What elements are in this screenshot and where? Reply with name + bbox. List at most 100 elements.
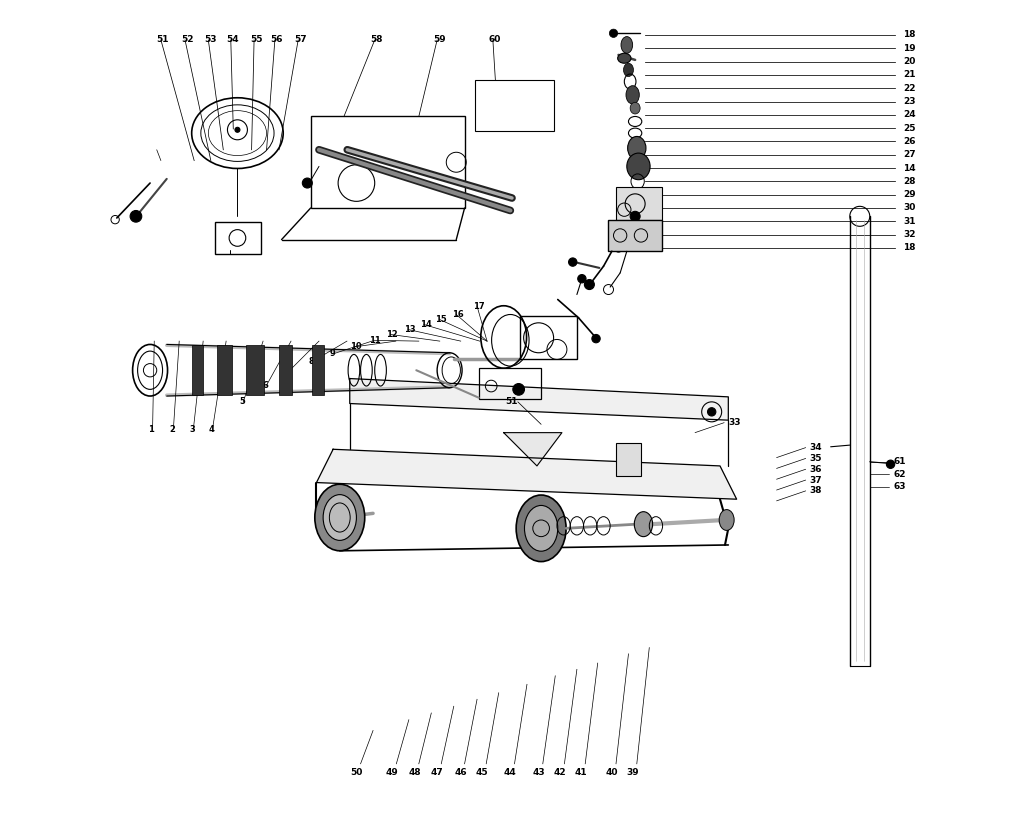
Text: 10: 10	[350, 343, 361, 351]
Text: 38: 38	[810, 487, 822, 495]
Text: 13: 13	[403, 325, 416, 334]
Text: 59: 59	[433, 36, 445, 44]
Text: 3: 3	[189, 425, 195, 433]
Circle shape	[614, 244, 623, 252]
Text: 18: 18	[903, 244, 915, 252]
Ellipse shape	[524, 505, 558, 551]
Circle shape	[302, 178, 312, 188]
Text: 14: 14	[420, 320, 431, 329]
Text: 16: 16	[453, 310, 464, 319]
Text: 15: 15	[435, 315, 447, 324]
Bar	[479, 368, 541, 399]
Text: 9: 9	[330, 349, 336, 358]
Circle shape	[632, 190, 642, 200]
Text: 61: 61	[893, 458, 905, 466]
Text: 58: 58	[371, 36, 383, 44]
Bar	[616, 187, 662, 220]
Ellipse shape	[626, 86, 639, 104]
Text: 31: 31	[903, 217, 915, 225]
Text: 48: 48	[409, 768, 421, 776]
Text: 56: 56	[270, 36, 284, 44]
Text: 7: 7	[286, 366, 292, 374]
Ellipse shape	[324, 494, 356, 541]
Text: 26: 26	[903, 137, 915, 146]
Text: 60: 60	[488, 36, 501, 44]
Circle shape	[708, 408, 716, 416]
Text: 51: 51	[157, 36, 169, 44]
Circle shape	[578, 275, 586, 283]
Circle shape	[585, 280, 594, 290]
Polygon shape	[316, 449, 736, 499]
Text: 42: 42	[554, 768, 566, 776]
Circle shape	[609, 29, 617, 37]
Text: 18: 18	[903, 31, 915, 39]
Text: 41: 41	[574, 768, 588, 776]
Text: 12: 12	[386, 330, 398, 339]
Ellipse shape	[630, 102, 640, 114]
Ellipse shape	[516, 495, 566, 562]
Text: 52: 52	[181, 36, 194, 44]
Text: 27: 27	[903, 151, 915, 159]
Text: 2: 2	[169, 425, 175, 433]
Ellipse shape	[617, 53, 631, 63]
Circle shape	[592, 334, 600, 343]
Text: 45: 45	[476, 768, 488, 776]
Bar	[607, 220, 662, 251]
Text: 11: 11	[369, 336, 381, 344]
Bar	[310, 116, 465, 208]
Bar	[279, 345, 293, 395]
Text: 43: 43	[532, 768, 545, 776]
Text: 32: 32	[903, 230, 915, 239]
Text: 14: 14	[903, 164, 915, 172]
Bar	[246, 345, 264, 395]
Text: 53: 53	[204, 36, 217, 44]
Bar	[217, 345, 231, 395]
Text: 5: 5	[239, 398, 245, 406]
Text: 4: 4	[208, 425, 214, 433]
Text: 28: 28	[903, 177, 915, 186]
Text: 36: 36	[810, 465, 822, 473]
Bar	[312, 345, 324, 395]
Text: 8: 8	[309, 357, 314, 365]
Text: 29: 29	[903, 191, 915, 199]
Text: 23: 23	[903, 97, 915, 106]
Text: 17: 17	[473, 302, 484, 310]
Polygon shape	[350, 379, 728, 420]
Text: 54: 54	[226, 36, 240, 44]
Bar	[191, 345, 204, 395]
Text: 51: 51	[506, 398, 518, 406]
Polygon shape	[504, 433, 562, 466]
Ellipse shape	[624, 63, 634, 77]
Text: 35: 35	[810, 454, 822, 463]
Text: 1: 1	[148, 425, 155, 433]
Ellipse shape	[719, 509, 734, 531]
Ellipse shape	[621, 37, 633, 53]
Circle shape	[130, 210, 141, 222]
Text: 22: 22	[903, 84, 915, 92]
Bar	[520, 316, 577, 359]
Ellipse shape	[627, 153, 650, 180]
Text: 30: 30	[903, 204, 915, 212]
Circle shape	[568, 258, 577, 266]
Text: 55: 55	[250, 36, 262, 44]
Text: 24: 24	[903, 111, 915, 119]
Text: 39: 39	[627, 768, 639, 776]
Bar	[215, 222, 261, 254]
Text: 34: 34	[810, 443, 822, 452]
Circle shape	[630, 211, 640, 221]
Text: 37: 37	[810, 476, 822, 484]
Text: 40: 40	[605, 768, 618, 776]
Text: 44: 44	[504, 768, 517, 776]
Text: 46: 46	[454, 768, 467, 776]
Text: 6: 6	[262, 381, 268, 389]
Bar	[474, 80, 554, 131]
Text: 21: 21	[903, 71, 915, 79]
Circle shape	[887, 460, 895, 468]
Ellipse shape	[634, 512, 652, 537]
Text: 63: 63	[893, 483, 905, 491]
Ellipse shape	[314, 484, 365, 551]
Text: 20: 20	[903, 57, 915, 66]
Ellipse shape	[628, 136, 646, 160]
Circle shape	[234, 127, 240, 132]
Text: 57: 57	[294, 36, 306, 44]
